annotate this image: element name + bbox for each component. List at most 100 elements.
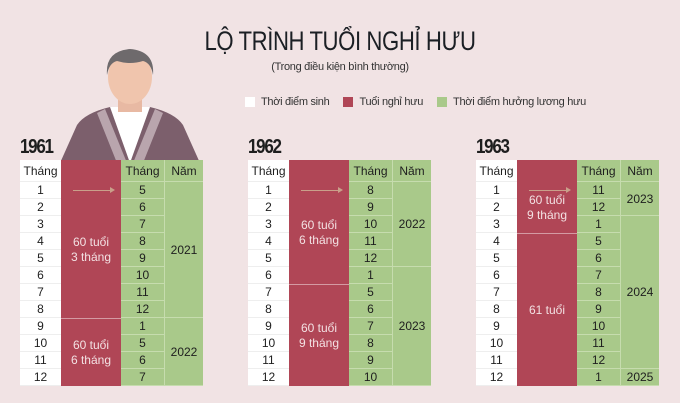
header-pension-month: Tháng [577,160,620,182]
legend-item-retirement-age: Tuổi nghỉ hưu [343,96,423,108]
legend: Thời điểm sinh Tuổi nghỉ hưu Thời điểm h… [245,96,586,108]
birth-month-cell: 8 [476,301,517,318]
header-pension-year: Năm [164,160,203,182]
pension-month-cell: 6 [349,301,392,318]
birth-month-cell: 2 [248,199,289,216]
legend-swatch-white [245,97,255,107]
retirement-table-1961: Tháng Tháng Năm 1 2 3 4 5 6 7 8 9 10 11 12 5 6 7 8 9 10 11 12 1… [20,160,203,386]
pension-month-cell: 12 [577,352,620,369]
birth-month-cell: 5 [20,250,61,267]
header-blank [61,160,121,182]
pension-month-cell: 8 [577,284,620,301]
legend-label: Thời điểm hưởng lương hưu [453,96,586,108]
retirement-age-cell: 60 tuổi 3 tháng [61,182,121,318]
pension-month-cell: 11 [121,284,164,301]
pension-year-cell: 2025 [620,369,659,386]
pension-month-cell: 1 [121,318,164,335]
birth-month-cell: 5 [476,250,517,267]
birth-month-cell: 10 [476,335,517,352]
pension-month-cell: 8 [349,335,392,352]
birth-month-cell: 8 [20,301,61,318]
birth-month-cell: 6 [248,267,289,284]
birth-month-cell: 2 [476,199,517,216]
pension-month-cell: 9 [349,199,392,216]
pension-month-cell: 9 [577,301,620,318]
page-title: LỘ TRÌNH TUỔI NGHỈ HƯU [204,26,476,56]
pension-month-cell: 7 [121,216,164,233]
birth-month-cell: 4 [20,233,61,250]
birth-month-cell: 3 [476,216,517,233]
pension-month-cell: 9 [121,250,164,267]
pension-month-cell: 7 [121,369,164,386]
birth-month-cell: 4 [476,233,517,250]
header-birth-month: Tháng [248,160,289,182]
pension-month-cell: 5 [121,335,164,352]
pension-month-cell: 8 [121,233,164,250]
pension-year-cell: 2023 [620,182,659,216]
arrow-right-icon [73,187,115,193]
header-pension-year: Năm [620,160,659,182]
pension-month-cell: 1 [349,267,392,284]
page-subtitle: (Trong điều kiện bình thường) [271,61,409,73]
header-blank [517,160,577,182]
pension-month-cell: 12 [121,301,164,318]
birth-month-cell: 7 [248,284,289,301]
legend-item-pension-time: Thời điểm hưởng lương hưu [437,96,586,108]
pension-month-cell: 10 [121,267,164,284]
pension-year-cell: 2021 [164,182,203,318]
pension-month-cell: 5 [349,284,392,301]
pension-month-cell: 11 [577,335,620,352]
retirement-age-cell: 60 tuổi 6 tháng [61,318,121,386]
header-pension-month: Tháng [349,160,392,182]
pension-month-cell: 7 [577,267,620,284]
arrow-right-icon [301,187,343,193]
pension-month-cell: 5 [121,182,164,199]
person-illustration [60,49,200,163]
retirement-table-1963: Tháng Tháng Năm 1 2 3 4 5 6 7 8 9 10 11 12 11 12 1 5 6 7 8 9 10… [476,160,659,386]
birth-month-cell: 3 [20,216,61,233]
birth-month-cell: 11 [248,352,289,369]
pension-month-cell: 1 [577,216,620,233]
header-pension-month: Tháng [121,160,164,182]
birth-month-cell: 12 [20,369,61,386]
birth-month-cell: 3 [248,216,289,233]
birth-month-cell: 1 [248,182,289,199]
pension-month-cell: 12 [349,250,392,267]
legend-item-birth: Thời điểm sinh [245,96,330,108]
pension-year-cell: 2023 [392,267,431,386]
birth-month-cell: 7 [476,284,517,301]
birth-month-cell: 9 [476,318,517,335]
birth-month-cell: 12 [476,369,517,386]
birth-month-cell: 11 [476,352,517,369]
birth-month-cell: 6 [20,267,61,284]
birth-month-cell: 6 [476,267,517,284]
birth-month-cell: 8 [248,301,289,318]
pension-month-cell: 9 [349,352,392,369]
pension-month-cell: 10 [577,318,620,335]
header-birth-month: Tháng [476,160,517,182]
pension-month-cell: 10 [349,369,392,386]
pension-month-cell: 1 [577,369,620,386]
retirement-age-cell: 61 tuổi [517,233,577,386]
pension-month-cell: 11 [577,182,620,199]
birth-month-cell: 11 [20,352,61,369]
birth-month-cell: 9 [248,318,289,335]
header-pension-year: Năm [392,160,431,182]
legend-swatch-green [437,97,448,107]
birth-month-cell: 12 [248,369,289,386]
birth-month-cell: 10 [20,335,61,352]
pension-month-cell: 11 [349,233,392,250]
birth-month-cell: 1 [20,182,61,199]
birth-year-label: 1961 [20,136,54,158]
pension-year-cell: 2022 [392,182,431,267]
legend-label: Tuổi nghỉ hưu [359,96,424,108]
pension-month-cell: 12 [577,199,620,216]
birth-month-cell: 4 [248,233,289,250]
birth-year-label: 1962 [248,136,282,158]
pension-month-cell: 8 [349,182,392,199]
pension-month-cell: 6 [121,199,164,216]
birth-month-cell: 2 [20,199,61,216]
header-blank [289,160,349,182]
pension-month-cell: 6 [121,352,164,369]
birth-month-cell: 10 [248,335,289,352]
